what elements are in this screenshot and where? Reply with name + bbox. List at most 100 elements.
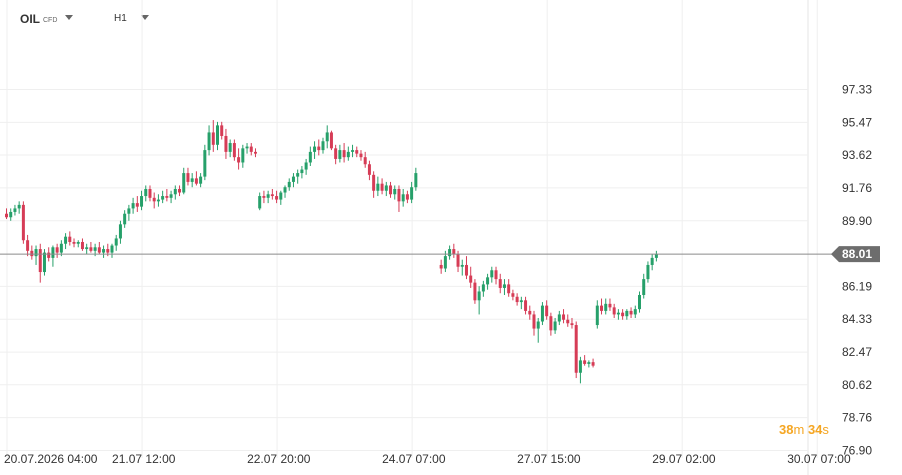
candle-body bbox=[401, 194, 405, 202]
candle bbox=[42, 249, 46, 276]
candle-body bbox=[275, 196, 279, 200]
candle bbox=[114, 234, 118, 251]
candle-body bbox=[68, 236, 72, 242]
candle-body bbox=[616, 312, 620, 315]
candle bbox=[359, 150, 363, 161]
candle-body bbox=[389, 185, 393, 195]
candle-body bbox=[304, 162, 308, 170]
candle bbox=[372, 171, 376, 198]
candle bbox=[224, 128, 228, 159]
candle bbox=[439, 259, 443, 274]
symbol-selector[interactable]: OIL CFD bbox=[20, 12, 57, 26]
candle bbox=[148, 185, 152, 202]
candle-body bbox=[245, 146, 249, 149]
candle-body bbox=[102, 249, 106, 253]
y-tick-label: 82.47 bbox=[842, 345, 872, 359]
candle bbox=[401, 188, 405, 207]
candle-body bbox=[642, 279, 646, 296]
candle bbox=[524, 296, 528, 315]
candle bbox=[199, 173, 203, 188]
candle-body bbox=[64, 236, 68, 244]
candle bbox=[494, 266, 498, 285]
candle-body bbox=[591, 362, 595, 366]
candle bbox=[389, 181, 393, 198]
candle bbox=[612, 303, 616, 318]
candle bbox=[169, 190, 173, 204]
symbol-dropdown-icon[interactable] bbox=[65, 15, 73, 20]
candle-body bbox=[612, 307, 616, 315]
candle-body bbox=[55, 247, 59, 253]
candle bbox=[102, 245, 106, 258]
x-tick-label: 22.07 20:00 bbox=[247, 452, 311, 466]
candle bbox=[346, 146, 350, 161]
candle-body bbox=[376, 183, 380, 191]
candle-body bbox=[486, 277, 490, 285]
candle-body bbox=[21, 204, 25, 241]
candle-body bbox=[625, 310, 629, 317]
candle bbox=[245, 143, 249, 154]
candle bbox=[131, 197, 135, 214]
candle-body bbox=[574, 325, 578, 373]
candle bbox=[536, 317, 540, 343]
candle-body bbox=[494, 270, 498, 280]
candle bbox=[26, 234, 30, 257]
candle-body bbox=[448, 249, 452, 257]
candle bbox=[173, 185, 177, 200]
candle-body bbox=[638, 295, 641, 310]
x-tick-label: 21.07 12:00 bbox=[112, 452, 176, 466]
candle bbox=[51, 245, 55, 267]
timeframe-dropdown-icon[interactable] bbox=[141, 15, 149, 20]
candle-body bbox=[477, 291, 481, 301]
candle bbox=[625, 309, 629, 320]
candle bbox=[616, 309, 620, 320]
candle-body bbox=[186, 173, 190, 182]
candle bbox=[469, 266, 473, 288]
candle-body bbox=[604, 303, 608, 311]
time-axis: 20.07.2026 04:00 21.07 12:00 22.07 20:00 24… bbox=[4, 452, 851, 466]
candle-body bbox=[148, 188, 152, 198]
candle bbox=[30, 245, 34, 260]
candle bbox=[211, 120, 215, 152]
candle bbox=[21, 201, 25, 244]
candle bbox=[367, 160, 371, 181]
candle bbox=[414, 167, 418, 191]
timeframe-selector[interactable]: H1 bbox=[114, 13, 127, 24]
x-tick-label: 30.07 07:00 bbox=[787, 452, 851, 466]
candle-body bbox=[152, 197, 156, 202]
candle-body bbox=[384, 185, 388, 191]
candles-layer bbox=[5, 120, 658, 384]
candle bbox=[621, 309, 625, 320]
candle bbox=[253, 148, 257, 158]
candle-body bbox=[211, 132, 215, 145]
candle bbox=[135, 196, 139, 212]
candle bbox=[578, 356, 582, 384]
candle bbox=[608, 298, 612, 311]
candle-body bbox=[190, 178, 194, 182]
y-tick-label: 93.62 bbox=[842, 148, 872, 162]
candle-body bbox=[156, 199, 160, 202]
candle-body bbox=[380, 183, 384, 191]
candle bbox=[76, 240, 80, 248]
countdown-seconds-unit: s bbox=[822, 422, 829, 437]
candle-body bbox=[460, 264, 464, 267]
candle-body bbox=[600, 305, 604, 311]
candle-body bbox=[279, 192, 283, 200]
candle-body bbox=[621, 312, 625, 317]
candle bbox=[334, 144, 338, 165]
candle-body bbox=[85, 247, 89, 250]
candle-body bbox=[291, 176, 295, 182]
candle bbox=[363, 151, 367, 168]
candle bbox=[165, 188, 169, 202]
candle-body bbox=[313, 146, 317, 152]
candle-body bbox=[355, 150, 359, 154]
candle bbox=[591, 358, 595, 368]
candle-body bbox=[367, 164, 371, 175]
candle-body bbox=[519, 300, 523, 303]
y-tick-label: 97.33 bbox=[842, 83, 872, 97]
candle-body bbox=[30, 250, 34, 257]
candle-body bbox=[224, 135, 228, 152]
candle bbox=[507, 279, 511, 297]
candle-body bbox=[287, 181, 291, 188]
candle bbox=[182, 167, 186, 195]
